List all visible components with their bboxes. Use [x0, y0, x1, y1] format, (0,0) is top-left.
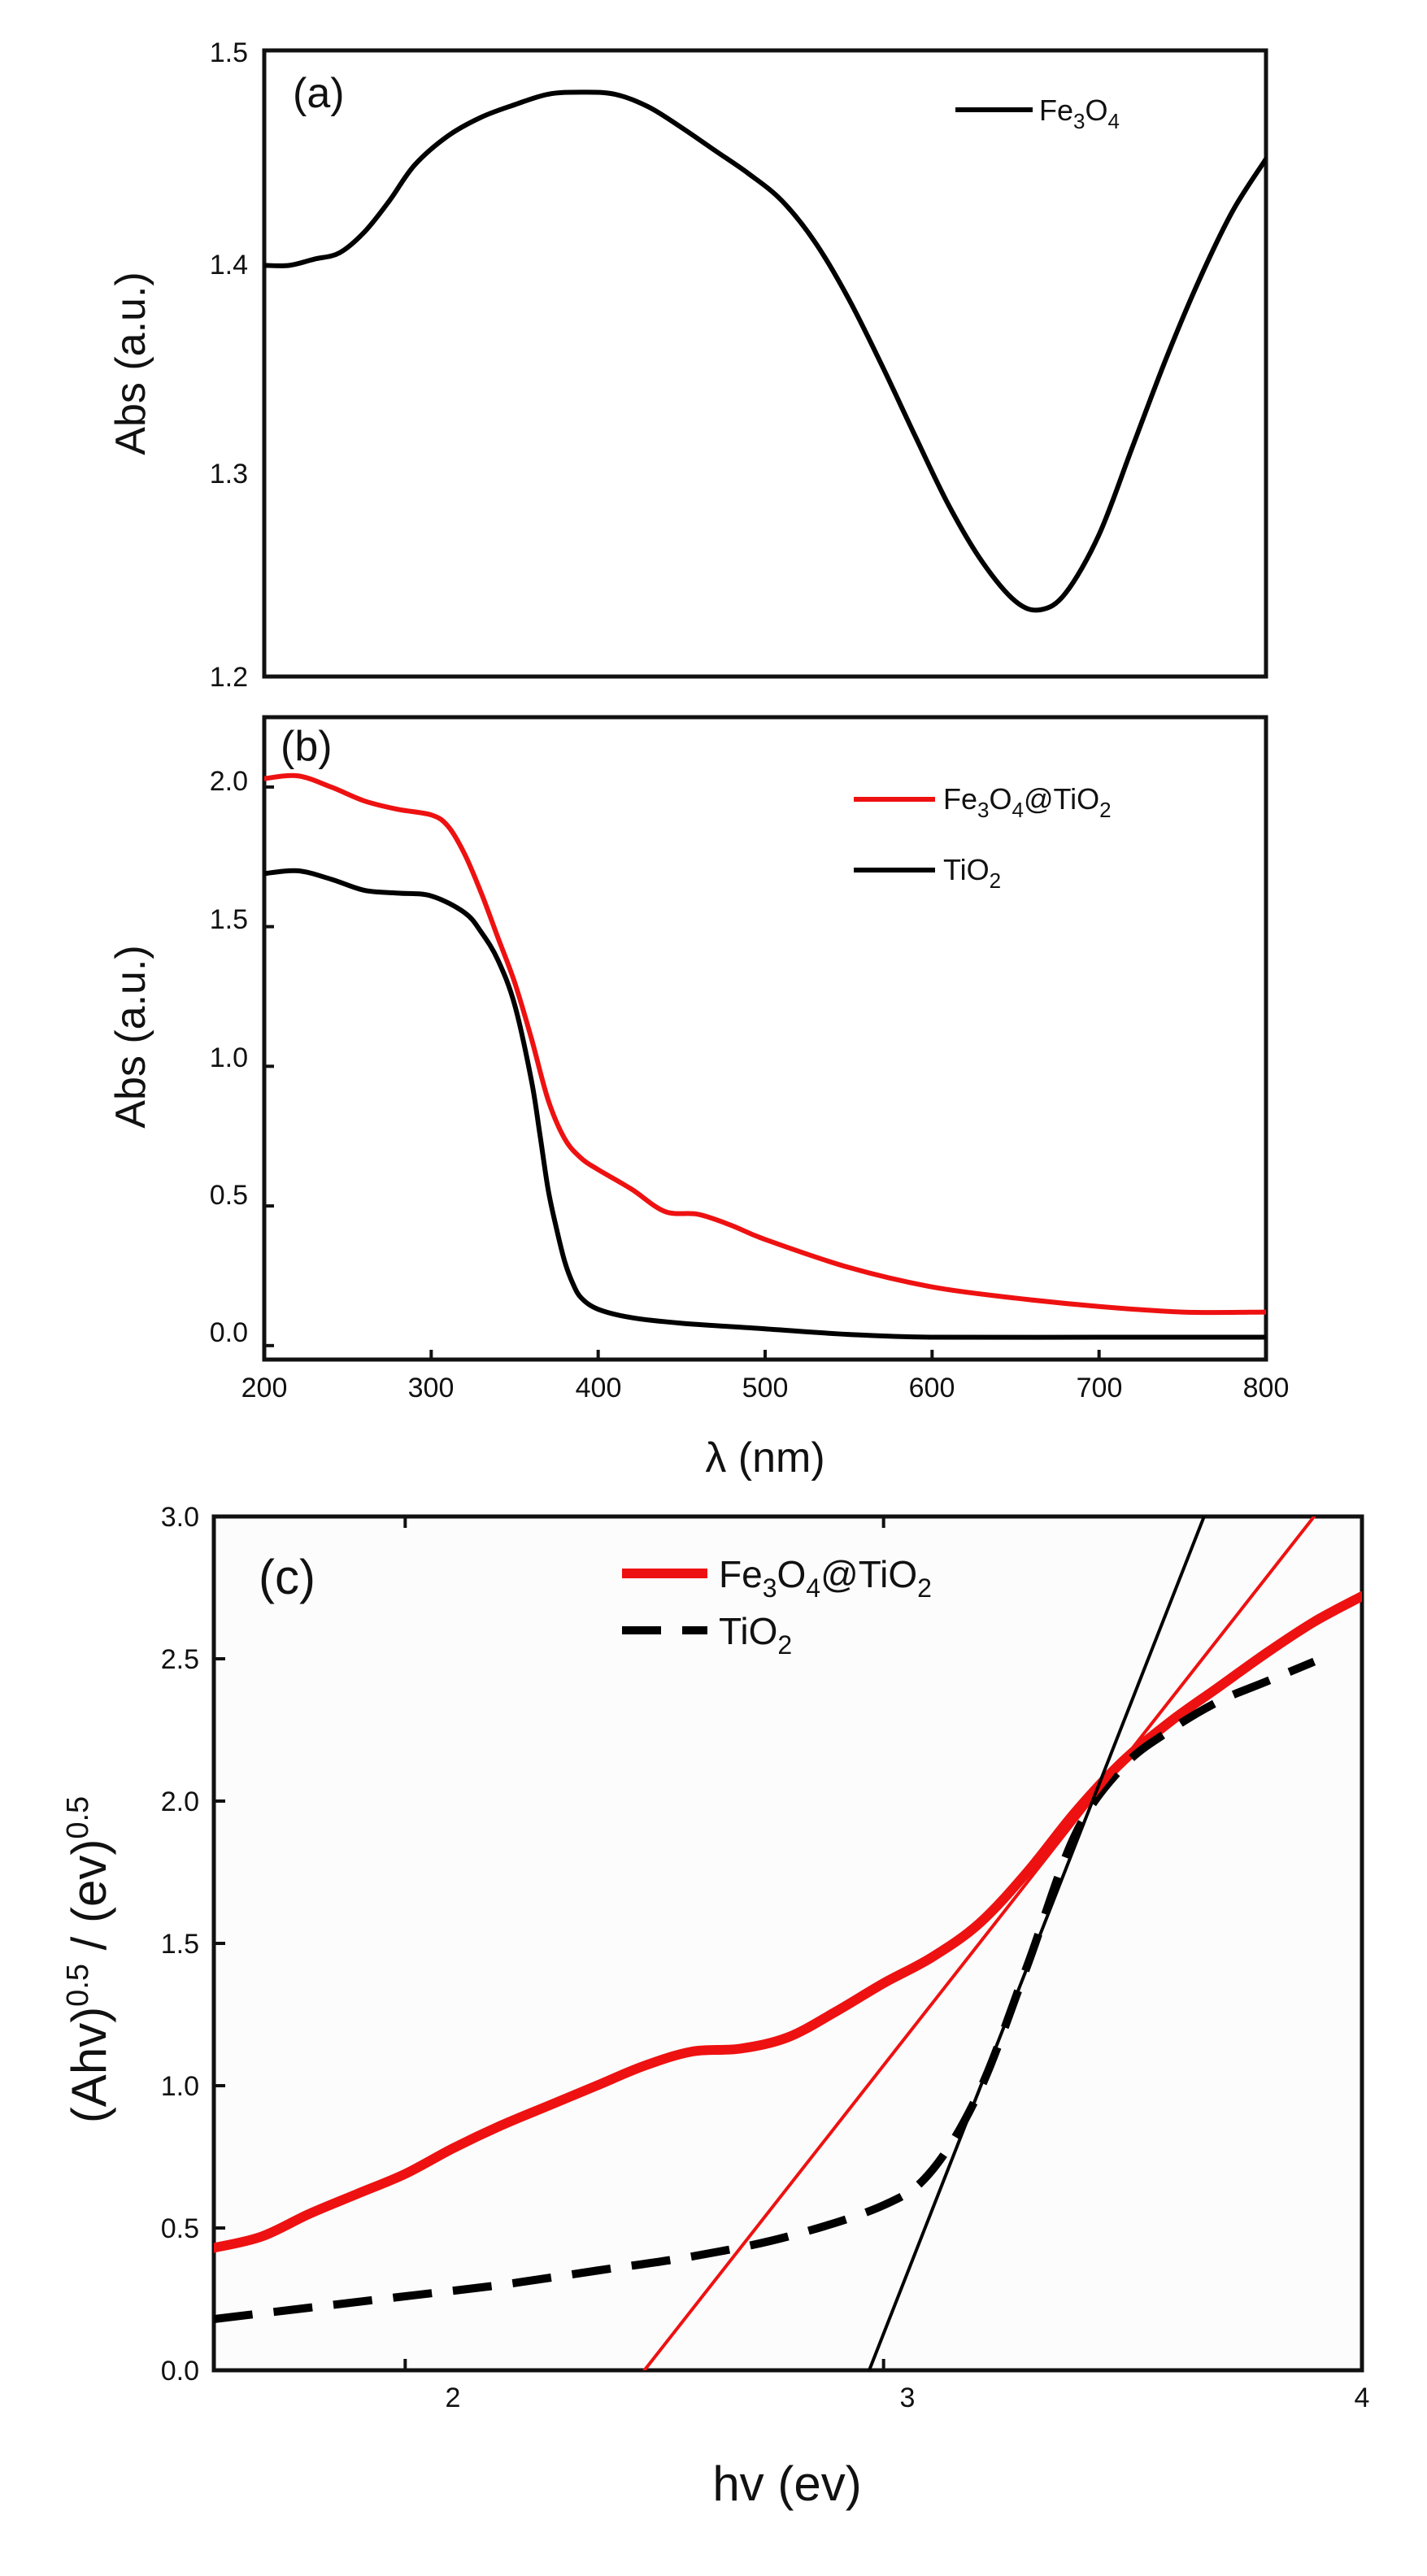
- panel-a: (a) Abs (a.u.) 1.2 1.3 1.4 1.5 Fe3O4: [107, 37, 1268, 693]
- y-tick-label: 1.5: [210, 904, 248, 935]
- panel-c-x-axis-label: hv (ev): [712, 2456, 861, 2511]
- panel-a-frame: [262, 48, 1268, 679]
- y-tick-label: 1.3: [210, 459, 248, 490]
- x-tick-label: 400: [576, 1373, 622, 1403]
- y-tick-label: 0.0: [210, 1317, 248, 1348]
- panel-b-y-ticks: 0.0 0.5 1.0 1.5 2.0: [210, 766, 248, 1348]
- y-tick-label: 0.0: [161, 2356, 199, 2387]
- y-tick-label: 1.5: [161, 1929, 199, 1960]
- series-line-tio2: [214, 1657, 1316, 2323]
- series-line-fe3o4-tio2: [264, 772, 1266, 1316]
- x-tick-label: 700: [1077, 1373, 1123, 1403]
- series-line-fe3o4: [264, 89, 1266, 613]
- x-tick-label: 2: [446, 2382, 461, 2413]
- series-line-tio2-tangent: [868, 1516, 1206, 2370]
- panel-c-ticks: [214, 1515, 1364, 2372]
- x-tick-label: 200: [241, 1373, 288, 1403]
- panel-b-x-axis-label: λ (nm): [705, 1434, 824, 1482]
- series-line-tio2: [264, 868, 1266, 1340]
- panel-c-curves: [214, 1516, 1362, 2370]
- y-tick-label: 1.2: [210, 662, 248, 693]
- panel-b-ticks: [263, 785, 1268, 1360]
- legend-label-tio2: TiO2: [719, 1610, 792, 1660]
- panel-a-label: (a): [293, 70, 345, 117]
- panel-c-legend: Fe3O4@TiO2 TiO2: [622, 1553, 932, 1660]
- legend-label-fe3o4: Fe3O4: [1039, 94, 1120, 133]
- panel-c-y-axis-label: (Ahv)0.5 / (ev)0.5: [61, 1796, 116, 2123]
- y-tick-label: 1.5: [210, 37, 248, 68]
- panel-c-x-ticks: 2 3 4: [446, 2382, 1370, 2413]
- panel-a-y-axis-label: Abs (a.u.): [107, 272, 154, 455]
- y-tick-label: 2.0: [161, 1786, 199, 1817]
- panel-b-x-ticks: 200 300 400 500 600 700 800: [241, 1373, 1290, 1403]
- legend-label-fe3o4-tio2: Fe3O4@TiO2: [943, 782, 1112, 822]
- x-tick-label: 500: [742, 1373, 789, 1403]
- x-tick-label: 800: [1243, 1373, 1290, 1403]
- y-tick-label: 0.5: [210, 1180, 248, 1211]
- panel-c-y-ticks: 0.0 0.5 1.0 1.5 2.0 2.5 3.0: [161, 1502, 199, 2387]
- panel-a-y-ticks: 1.2 1.3 1.4 1.5: [210, 37, 248, 693]
- x-tick-label: 300: [408, 1373, 455, 1403]
- x-tick-label: 600: [909, 1373, 955, 1403]
- panel-a-legend: Fe3O4: [955, 94, 1120, 133]
- y-tick-label: 3.0: [161, 1502, 199, 1533]
- series-line-fe3o4-tio2: [214, 1591, 1362, 2253]
- y-tick-label: 0.5: [161, 2213, 199, 2244]
- panel-b-legend: Fe3O4@TiO2 TiO2: [854, 782, 1112, 893]
- panel-c-plot-bg: [214, 1516, 1362, 2370]
- y-tick-label: 1.4: [210, 250, 248, 281]
- x-tick-label: 4: [1355, 2382, 1370, 2413]
- legend-label-tio2: TiO2: [943, 853, 1001, 893]
- series-line-fe3o4-tio2-tangent: [642, 1516, 1316, 2370]
- y-tick-label: 2.0: [210, 766, 248, 797]
- panel-c: (c) (Ahv)0.5 / (ev)0.5 0.0 0.5 1.0 1.5 2…: [61, 1502, 1369, 2511]
- x-tick-label: 3: [900, 2382, 916, 2413]
- panel-b-label: (b): [281, 723, 333, 770]
- panel-a-curves: [264, 89, 1266, 613]
- panel-b-y-axis-label: Abs (a.u.): [107, 945, 154, 1128]
- y-tick-label: 2.5: [161, 1644, 199, 1675]
- panel-b: (b) Abs (a.u.) 0.0 0.5 1.0 1.5 2.0 200 3…: [107, 715, 1290, 1482]
- legend-label-fe3o4-tio2: Fe3O4@TiO2: [719, 1553, 932, 1603]
- panel-b-curves: [264, 772, 1266, 1340]
- y-tick-label: 1.0: [210, 1042, 248, 1073]
- y-tick-label: 1.0: [161, 2071, 199, 2102]
- panel-c-label: (c): [259, 1550, 315, 1604]
